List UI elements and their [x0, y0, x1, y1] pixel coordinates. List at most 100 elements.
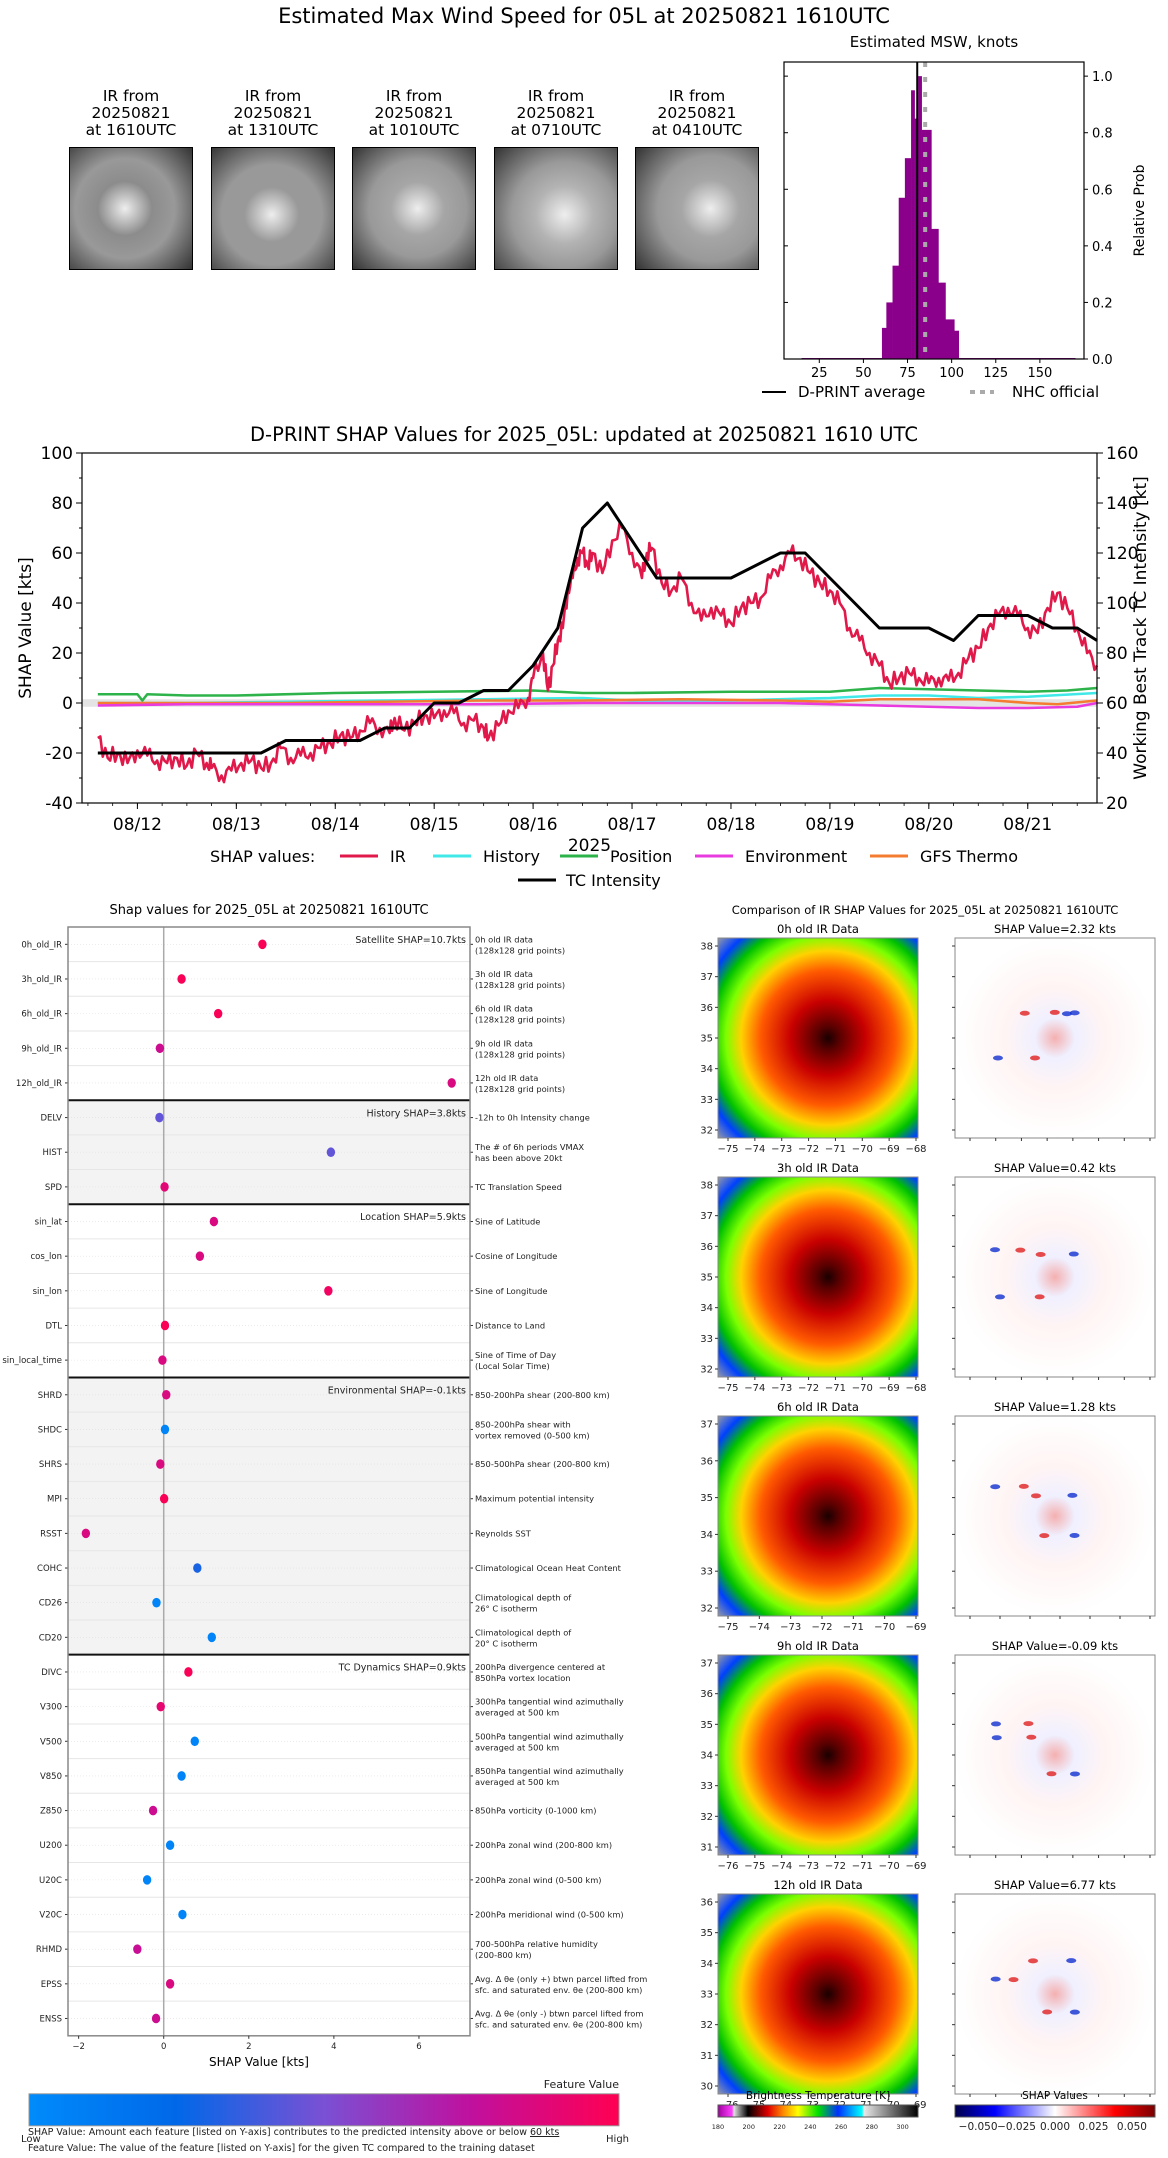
bt-colorbar-title: Brightness Temperature [K] [746, 2090, 890, 2102]
thumbnail-label: IR from 20250821 at 1010UTC [349, 88, 479, 139]
shap-blob [1069, 1771, 1080, 1777]
histogram-bar [931, 228, 939, 359]
feature-value-colorbar [28, 2093, 620, 2127]
feature-description: (128x128 grid points) [475, 980, 565, 990]
y-tick-label: 34 [700, 1064, 713, 1075]
x-tick-label: −70 [874, 1622, 895, 1633]
shap-dot [213, 1008, 223, 1019]
x-tick-label: −75 [744, 1861, 765, 1872]
y-tick-label: 0.6 [1092, 183, 1113, 198]
feature-description: 700-500hPa relative humidity [475, 1939, 598, 1949]
ir-image [717, 1893, 919, 2095]
x-tick-label: −69 [905, 1861, 926, 1872]
bt-colorbar-tick: 260 [835, 2123, 847, 2131]
feature-name: SHRD [38, 1391, 63, 1401]
y2-tick-label: 20 [1106, 794, 1128, 814]
y-tick-label: 33 [700, 1095, 713, 1106]
y-tick-label: 34 [700, 1751, 713, 1762]
y-tick-label: 40 [51, 594, 73, 614]
feature-description: 200hPa zonal wind (0-500 km) [475, 1875, 602, 1885]
shap-blob [1049, 1009, 1060, 1015]
y-axis-label: SHAP Value [kts] [16, 557, 36, 699]
feature-description: The # of 6h periods VMAX [474, 1142, 584, 1152]
bt-colorbar-tick: 240 [804, 2123, 816, 2131]
shap-blob [1039, 1533, 1050, 1539]
x-tick-label: 08/20 [904, 815, 953, 835]
shap-dot [190, 1736, 199, 1747]
shap-dot [207, 1632, 216, 1643]
legend-nhc-label: NHC official [1012, 383, 1099, 401]
shap-panel-title: SHAP Value=6.77 kts [994, 1878, 1116, 1892]
x-tick-label: −72 [811, 1622, 832, 1633]
shap-map [954, 1893, 1156, 2095]
feature-description: Sine of Time of Day [475, 1350, 556, 1360]
main-title: Estimated Max Wind Speed for 05L at 2025… [278, 4, 890, 28]
shap-dot [151, 2013, 161, 2024]
shap-blob [990, 1247, 1001, 1253]
x-tick-label: −74 [749, 1622, 770, 1633]
legend-label: Environment [745, 847, 847, 866]
x-tick-label: −75 [717, 1144, 738, 1155]
y-tick-label: 35 [700, 1720, 713, 1731]
x-tick-label: −71 [825, 1144, 846, 1155]
shap-dot [184, 1667, 193, 1677]
y2-tick-label: 120 [1106, 544, 1138, 564]
thumbnail-label: IR from 20250821 at 1610UTC [66, 88, 196, 139]
x-tick-label: −72 [798, 1144, 819, 1155]
feature-description: (128x128 grid points) [475, 945, 565, 955]
series-line-environment [97, 701, 1098, 710]
histogram-bar [925, 129, 932, 359]
y-tick-label: 37 [700, 1659, 713, 1670]
feature-description: Sine of Longitude [475, 1286, 547, 1296]
y-tick-label: 37 [700, 972, 713, 983]
shap-dot [165, 1979, 175, 1989]
series-line-ir [97, 521, 1099, 784]
y-tick-label: 35 [700, 1493, 713, 1504]
thumbnail-label-line: IR from [244, 87, 302, 105]
feature-description: 500hPa tangential wind azimuthally [475, 1731, 624, 1741]
shap-blob [1026, 1734, 1037, 1740]
thumbnail-label-line: IR from [102, 87, 160, 105]
ir-panel-title: 9h old IR Data [777, 1639, 859, 1653]
x-tick-label: −76 [717, 1861, 738, 1872]
y-tick-label: 0.4 [1092, 240, 1113, 255]
shap-blob [990, 1484, 1001, 1490]
shap-dot [158, 1355, 167, 1365]
thumbnail-label: IR from 20250821 at 1310UTC [208, 88, 338, 139]
feature-description: Avg. Δ θe (only -) btwn parcel lifted fr… [475, 2008, 643, 2018]
thumbnail-label-line: 20250821 [233, 104, 313, 122]
feature-name: RHMD [36, 1945, 63, 1955]
y2-tick-label: 60 [1106, 694, 1128, 714]
y-tick-label: 0.8 [1092, 127, 1113, 142]
shap-blob [1069, 1010, 1080, 1016]
feature-name: CD26 [39, 1599, 62, 1609]
shap-blob [991, 1735, 1002, 1741]
shap-blob [1019, 1010, 1030, 1016]
y-tick-label: 33 [700, 1990, 713, 2001]
shap-panel-title: SHAP Value=2.32 kts [994, 922, 1116, 936]
feature-description: (128x128 grid points) [475, 1049, 565, 1059]
feature-description: 0h old IR data [475, 934, 533, 944]
histogram-bar [904, 158, 912, 359]
bt-colorbar [717, 2104, 919, 2118]
feature-name: RSST [40, 1529, 63, 1539]
feature-name: SPD [45, 1183, 63, 1193]
shap-dot [177, 974, 186, 984]
histogram-bar [938, 282, 946, 359]
y-tick-label: 37 [700, 1211, 713, 1222]
shap-dot [156, 1459, 165, 1469]
shap-blob [992, 1055, 1003, 1061]
thumbnail-label-line: at 0710UTC [510, 121, 602, 139]
shap-blob [1069, 1532, 1080, 1538]
x-tick-label: 08/13 [212, 815, 261, 835]
feature-description: Reynolds SST [475, 1528, 532, 1538]
shap-map [954, 1654, 1156, 1856]
feature-description: Distance to Land [475, 1320, 545, 1330]
x-tick-label: −69 [905, 1622, 926, 1633]
x-tick-label: 0 [161, 2042, 166, 2052]
x-tick-label: −70 [852, 1383, 873, 1394]
y-tick-label: 35 [700, 1928, 713, 1939]
y-tick-label: -20 [45, 744, 73, 764]
histogram-bar [892, 265, 900, 359]
